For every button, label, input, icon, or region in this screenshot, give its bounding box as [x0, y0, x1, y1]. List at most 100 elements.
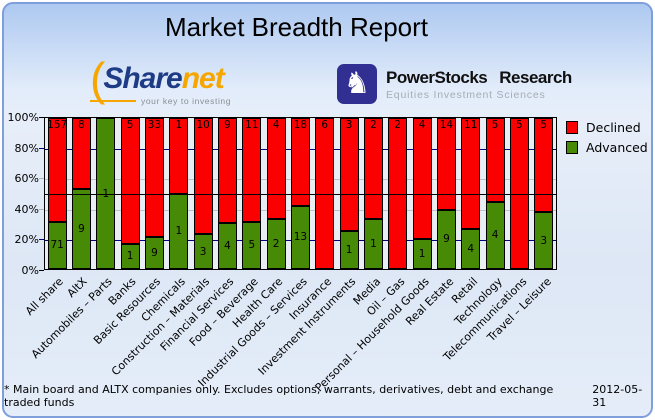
- declined-segment: 11: [242, 118, 262, 222]
- declined-segment: 5: [485, 118, 505, 202]
- declined-segment: 3: [339, 118, 359, 232]
- declined-value: 8: [78, 119, 85, 132]
- powerstocks-logo: ♞ PowerStocks Research Equities Investme…: [337, 64, 572, 104]
- sharenet-tagline-rule: [90, 100, 136, 102]
- declined-segment: 1: [169, 118, 189, 194]
- fifty-percent-line: [45, 193, 556, 195]
- advanced-segment: 13: [290, 205, 310, 269]
- advanced-value: 4: [491, 229, 499, 242]
- declined-value: 2: [370, 119, 377, 132]
- y-tick-mark-0: [39, 270, 44, 271]
- legend-label-declined: Declined: [586, 120, 641, 135]
- declined-segment: 8: [71, 118, 91, 190]
- x-label-all-share: All share: [22, 275, 66, 318]
- declined-value: 2: [394, 119, 402, 131]
- sharenet-word-net: net: [181, 62, 225, 95]
- declined-value: 10: [196, 119, 210, 132]
- declined-segment: 2: [363, 118, 383, 219]
- advanced-value: 3: [540, 234, 548, 247]
- declined-segment: 9: [217, 118, 237, 223]
- advanced-value: 9: [443, 233, 450, 246]
- declined-value: 11: [245, 119, 259, 131]
- page-title: Market Breadth Report: [164, 12, 428, 42]
- bar-food-beverage: 11 5: [242, 118, 262, 269]
- declined-value: 3: [345, 119, 353, 131]
- declined-segment: 4: [412, 118, 432, 239]
- declined-segment: 157: [47, 118, 67, 222]
- advanced-segment: 3: [534, 212, 554, 269]
- bar-retail: 11 4: [461, 118, 481, 269]
- advanced-segment: 4: [461, 228, 481, 269]
- advanced-segment: 5: [242, 221, 262, 269]
- y-tick-mark-100: [39, 117, 44, 118]
- x-axis-labels: All share AltX Automobiles – Parts Banks Bas…: [23, 275, 557, 395]
- advanced-segment: 1: [169, 193, 189, 269]
- declined-value: 18: [293, 119, 308, 132]
- advanced-value: 4: [467, 242, 475, 255]
- advanced-segment: 1: [339, 231, 359, 269]
- advanced-value: 2: [272, 237, 280, 250]
- advanced-value: 9: [78, 223, 85, 236]
- advanced-value: 1: [126, 250, 134, 263]
- y-tick-label-60: 60%: [14, 172, 39, 185]
- y-tick-label-100: 100%: [7, 111, 39, 124]
- advanced-value: 71: [50, 239, 64, 252]
- sharenet-tagline: your key to investing: [90, 96, 231, 106]
- sharenet-swoosh-icon: (: [90, 53, 106, 105]
- y-tick-label-40: 40%: [14, 203, 39, 216]
- advanced-segment: 9: [71, 189, 91, 269]
- advanced-segment: 4: [485, 201, 505, 269]
- advanced-segment: 1: [120, 243, 140, 269]
- advanced-value: 1: [345, 244, 353, 257]
- declined-value: 5: [540, 119, 548, 131]
- advanced-segment: 9: [436, 209, 456, 269]
- sharenet-wordmark: ( Share net: [90, 53, 231, 105]
- declined-segment: 5: [534, 118, 554, 213]
- bar-basic-resources: 33 9: [144, 118, 164, 269]
- sharenet-word-share: Share: [103, 62, 182, 95]
- legend-swatch-advanced: [566, 141, 578, 154]
- advanced-segment: 3: [193, 234, 213, 269]
- legend-item-advanced: Advanced: [566, 140, 648, 155]
- declined-value: 6: [321, 119, 329, 131]
- advanced-value: 1: [418, 247, 426, 260]
- bar-all-share: 157 71: [47, 118, 67, 269]
- y-tick-mark-80: [39, 148, 44, 149]
- y-tick-mark-60: [39, 178, 44, 179]
- bar-industrial-goods-services: 18 13: [290, 118, 310, 269]
- declined-value: 14: [439, 119, 454, 132]
- powerstocks-tagline: Equities Investment Sciences: [386, 88, 546, 101]
- declined-value: 33: [147, 119, 162, 132]
- y-tick-label-0: 0%: [21, 264, 39, 277]
- plot-area: 1577189151339111039411542181363121241149…: [44, 117, 557, 270]
- chart-legend: Declined Advanced: [566, 120, 648, 155]
- advanced-value: 3: [199, 245, 207, 258]
- declined-segment: 33: [144, 118, 164, 237]
- report-date: 2012-05-31: [592, 383, 643, 409]
- declined-segment: 11: [461, 118, 481, 229]
- powerstocks-text: PowerStocks Research Equities Investment…: [386, 68, 572, 101]
- y-tick-label-80: 80%: [14, 142, 39, 155]
- y-tick-mark-20: [39, 239, 44, 240]
- declined-value: 4: [418, 119, 426, 132]
- powerstocks-name: PowerStocks Research: [386, 67, 572, 87]
- breadth-chart: 1577189151339111039411542181363121241149…: [8, 111, 557, 394]
- declined-segment: 4: [266, 118, 286, 219]
- bars: 1577189151339111039411542181363121241149…: [45, 118, 556, 269]
- footer-note-row: * Main board and ALTX companies only. Ex…: [4, 383, 651, 409]
- declined-value: 5: [516, 119, 523, 131]
- declined-segment: 14: [436, 118, 456, 210]
- advanced-segment: 1: [363, 218, 383, 269]
- declined-value: 11: [464, 119, 478, 132]
- declined-segment: 18: [290, 118, 310, 206]
- legend-item-declined: Declined: [566, 120, 648, 135]
- legend-label-advanced: Advanced: [586, 140, 648, 155]
- y-tick-mark-40: [39, 209, 44, 210]
